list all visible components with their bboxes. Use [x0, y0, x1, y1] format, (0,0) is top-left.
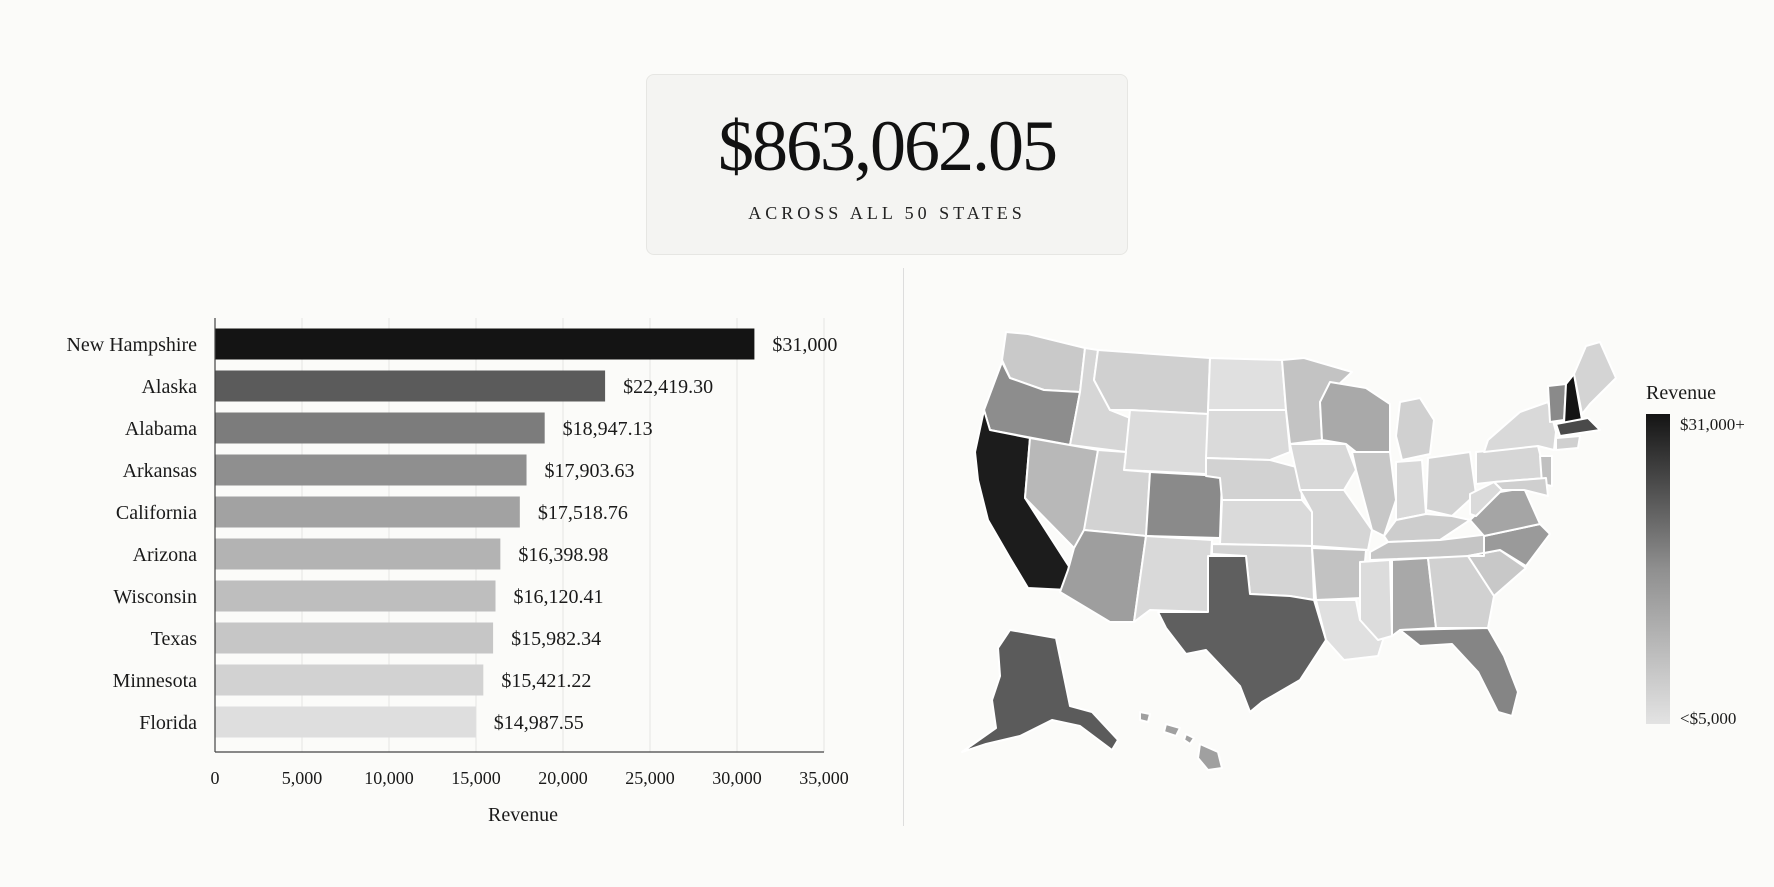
value-label: $16,398.98: [518, 544, 608, 566]
state-michigan: [1395, 397, 1435, 461]
total-revenue-card: $863,062.05 ACROSS ALL 50 STATES: [646, 74, 1128, 255]
state-vermont: [1547, 383, 1567, 423]
state-louisiana: [1315, 599, 1389, 661]
map-legend-min-label: <$5,000: [1680, 709, 1736, 728]
state-maryland: [1493, 477, 1549, 497]
bar: [215, 538, 501, 570]
state-massachusetts: [1555, 417, 1601, 437]
state-new-mexico: [1133, 535, 1213, 623]
state-wisconsin: [1319, 381, 1391, 453]
revenue-bar-chart: New Hampshire $31,000 Alaska $22,419.30 Alab…: [66, 318, 849, 826]
state-florida: [1399, 627, 1519, 717]
x-tick-label: 20,000: [538, 768, 588, 788]
category-label: Wisconsin: [113, 586, 197, 608]
state-maine: [1573, 341, 1617, 415]
x-tick-labels: 0 5,000 10,000 15,000 20,000 25,000 30,000 35,0…: [211, 768, 849, 788]
bar: [215, 706, 476, 738]
x-tick-label: 5,000: [282, 768, 323, 788]
bar: [215, 328, 755, 360]
state-indiana: [1395, 459, 1427, 521]
x-tick-label: 15,000: [451, 768, 501, 788]
map-states: [961, 331, 1617, 771]
state-west-virginia: [1469, 481, 1503, 517]
category-label: New Hampshire: [66, 334, 197, 356]
value-label: $18,947.13: [563, 418, 653, 440]
state-montana: [1093, 349, 1211, 415]
value-label: $14,987.55: [494, 712, 584, 734]
state-hawaii: [1197, 743, 1223, 771]
state-texas: [1157, 555, 1327, 713]
category-label: Texas: [151, 628, 198, 650]
state-georgia: [1427, 555, 1495, 629]
state-hawaii-islands: [1139, 711, 1195, 745]
state-missouri: [1299, 489, 1373, 551]
value-label: $15,982.34: [511, 628, 601, 650]
state-wyoming: [1123, 409, 1209, 475]
bar: [215, 622, 494, 654]
state-arkansas: [1311, 547, 1367, 601]
category-label: Florida: [139, 712, 197, 734]
value-label: $15,421.22: [501, 670, 591, 692]
category-label: Alaska: [141, 376, 197, 398]
value-label: $17,518.76: [538, 502, 628, 524]
total-revenue-caption: ACROSS ALL 50 STATES: [748, 203, 1026, 223]
bar: [215, 664, 484, 696]
x-tick-label: 25,000: [625, 768, 675, 788]
total-revenue-value: $863,062.05: [718, 106, 1058, 186]
state-california: [974, 409, 1071, 591]
bar: [215, 412, 545, 444]
x-axis-label: Revenue: [488, 804, 558, 826]
state-mississippi: [1359, 559, 1393, 641]
state-north-dakota: [1207, 357, 1287, 411]
category-label: Minnesota: [113, 670, 198, 692]
value-label: $16,120.41: [513, 586, 603, 608]
map-legend-max-label: $31,000+: [1680, 415, 1745, 434]
state-alaska: [961, 629, 1119, 753]
x-tick-label: 30,000: [712, 768, 762, 788]
bars: New Hampshire $31,000 Alaska $22,419.30 Alab…: [66, 328, 837, 738]
bar: [215, 454, 527, 486]
state-iowa: [1289, 443, 1357, 491]
x-tick-label: 10,000: [364, 768, 414, 788]
category-label: Alabama: [125, 418, 197, 440]
category-label: Arizona: [133, 544, 198, 566]
x-tick-label: 0: [211, 768, 220, 788]
panel-divider: [903, 268, 904, 826]
state-kansas: [1219, 499, 1313, 547]
map-legend-title: Revenue: [1646, 382, 1716, 404]
bar: [215, 496, 520, 528]
bar: [215, 580, 496, 612]
map-legend-color-bar: [1646, 414, 1670, 724]
category-label: Arkansas: [123, 460, 198, 482]
state-ohio: [1425, 451, 1477, 517]
state-new-york: [1483, 401, 1557, 453]
state-colorado: [1145, 471, 1223, 539]
state-north-carolina: [1467, 523, 1551, 567]
state-connecticut: [1555, 435, 1581, 451]
state-south-dakota: [1205, 409, 1291, 461]
value-label: $22,419.30: [623, 376, 713, 398]
value-label: $31,000: [772, 334, 837, 356]
category-label: California: [116, 502, 197, 524]
bar: [215, 370, 606, 402]
value-label: $17,903.63: [545, 460, 635, 482]
x-tick-label: 35,000: [799, 768, 849, 788]
